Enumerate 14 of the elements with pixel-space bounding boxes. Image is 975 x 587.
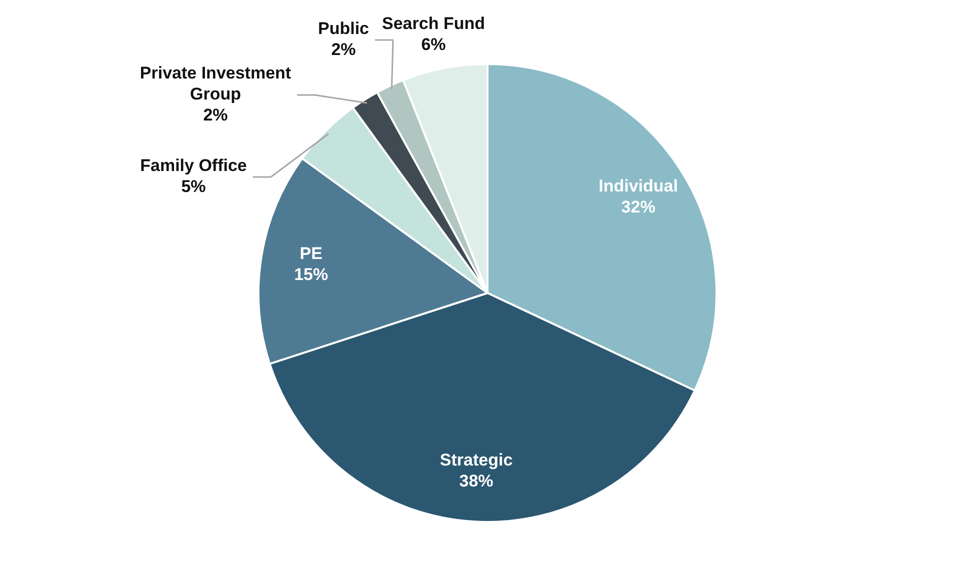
slice-label: Public: [318, 19, 370, 38]
slice-label: PE: [300, 244, 322, 264]
data-label: 2%: [203, 106, 228, 125]
slice-label: Strategic: [440, 450, 513, 470]
data-label: 15%: [294, 265, 328, 284]
slice-label: Family Office: [140, 156, 247, 176]
slice-label: Individual: [598, 176, 678, 196]
slice-label: Private Investment Group: [140, 64, 292, 104]
data-label: 5%: [181, 177, 206, 196]
data-label: 2%: [331, 40, 356, 60]
data-label: 6%: [421, 35, 446, 54]
data-label: 32%: [621, 197, 656, 216]
data-label: 38%: [459, 471, 494, 490]
slice-label: Search Fund: [382, 14, 485, 34]
